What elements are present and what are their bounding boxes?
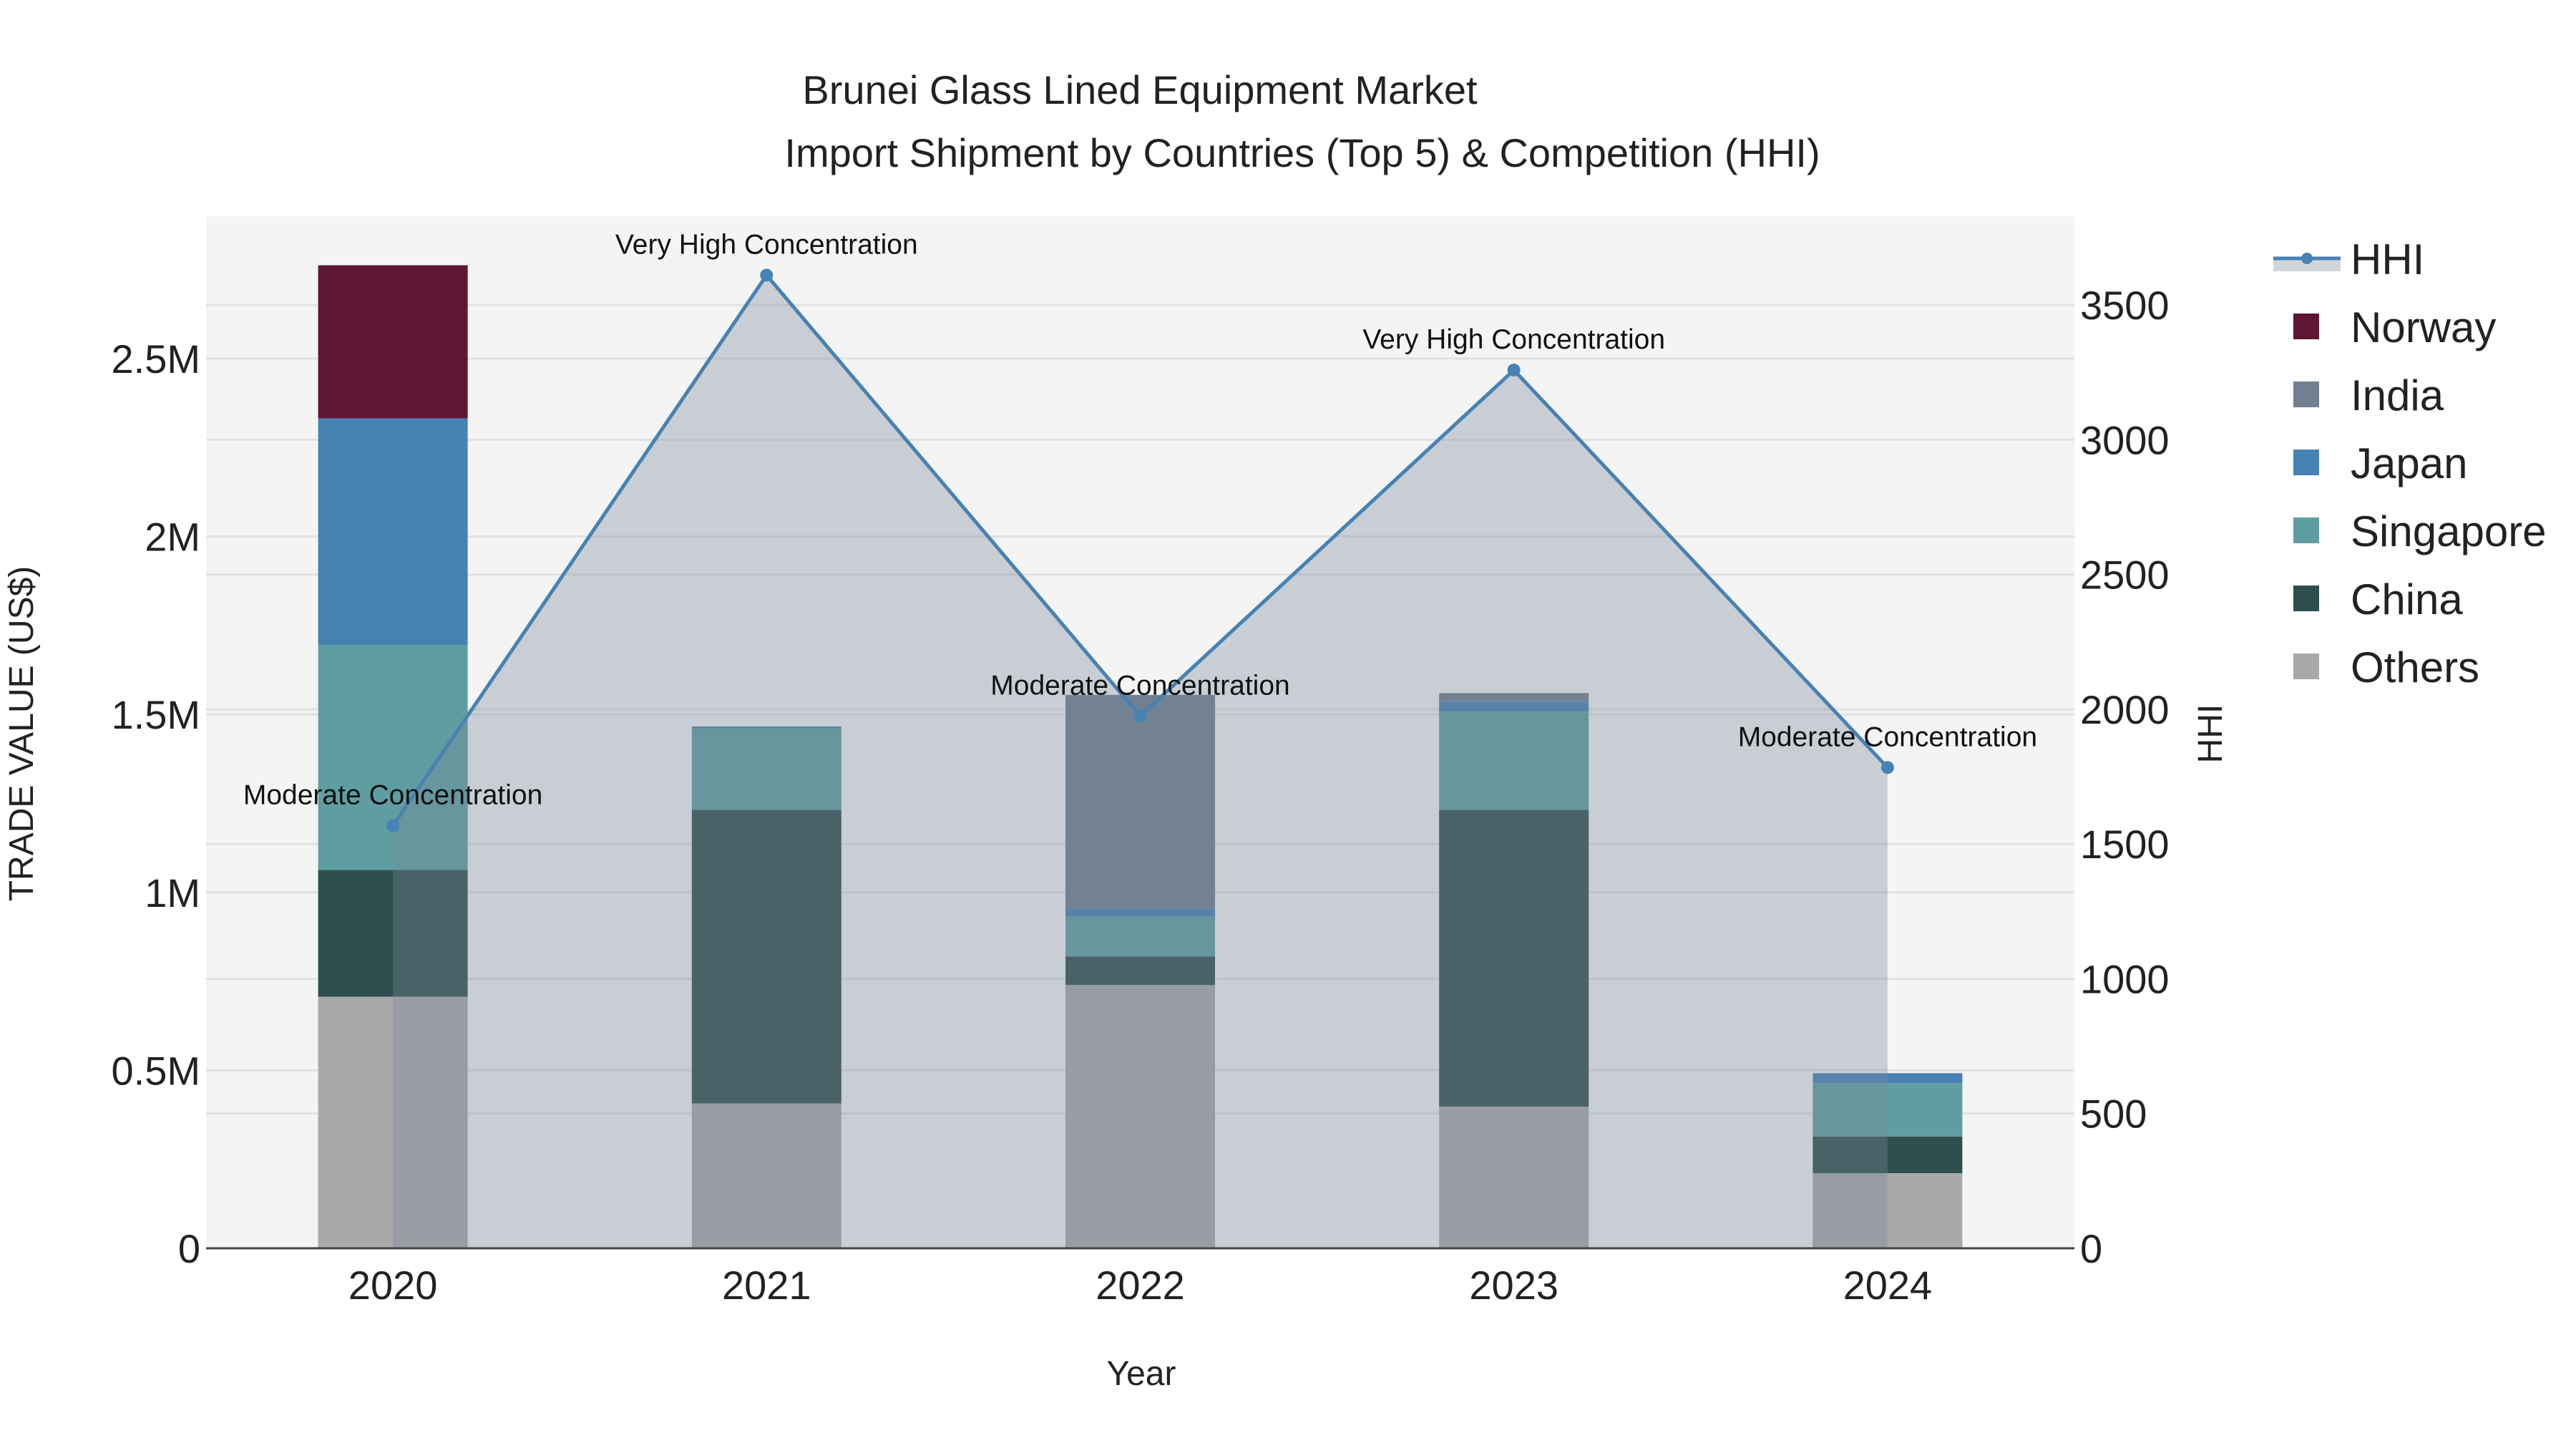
x-tick-label: 2021: [722, 1263, 811, 1308]
y2-tick-label: 3500: [2080, 283, 2170, 328]
legend: HHI Norway India Japan Singapore China Others: [2273, 235, 2547, 691]
y-tick-label: 2.5M: [112, 336, 201, 382]
x-tick-label: 2023: [1469, 1263, 1558, 1308]
legend-item-japan[interactable]: Japan: [2293, 439, 2467, 487]
legend-marker-icon: [2301, 253, 2313, 264]
legend-label: Others: [2351, 643, 2479, 691]
legend-label: India: [2351, 371, 2444, 419]
bar-china-2021: [691, 810, 841, 1104]
bar-singapore-2020: [318, 645, 468, 870]
bar-others-2022: [1065, 985, 1215, 1248]
hhi-annotation: Very High Concentration: [1362, 324, 1665, 355]
bar-singapore-2023: [1439, 711, 1589, 810]
bar-singapore-2022: [1065, 916, 1215, 957]
x-axis-label: Year: [1107, 1355, 1176, 1393]
bar-india-2022: [1065, 694, 1215, 909]
y2-tick-label: 500: [2080, 1092, 2147, 1137]
hhi-area: [393, 275, 1888, 1248]
legend-label: China: [2351, 575, 2463, 623]
y2-axis-ticks: 0 500 1000 1500 2000 2500 3000 3500: [2080, 283, 2170, 1271]
y2-tick-label: 1500: [2080, 822, 2170, 867]
y2-tick-label: 1000: [2080, 956, 2170, 1001]
bar-japan-2021: [691, 726, 841, 729]
chart-title: Brunei Glass Lined Equipment Market: [802, 67, 1478, 112]
legend-label: Japan: [2351, 439, 2467, 487]
x-tick-label: 2024: [1843, 1263, 1933, 1308]
bar-japan-2020: [318, 418, 468, 646]
y2-tick-label: 2500: [2080, 553, 2170, 598]
bar-norway-2020: [318, 265, 468, 419]
legend-item-singapore[interactable]: Singapore: [2293, 507, 2547, 555]
chart-subtitle: Import Shipment by Countries (Top 5) & C…: [784, 130, 1820, 175]
y-axis-ticks: 0 0.5M 1M 1.5M 2M 2.5M: [112, 336, 201, 1271]
bar-china-2023: [1439, 810, 1589, 1107]
bar-others-2023: [1439, 1107, 1589, 1248]
x-tick-label: 2020: [348, 1263, 438, 1308]
legend-swatch-icon: [2293, 449, 2319, 475]
bar-japan-2023: [1439, 701, 1589, 712]
bar-singapore-2024: [1813, 1083, 1963, 1137]
legend-swatch-icon: [2293, 314, 2319, 339]
legend-swatch-icon: [2293, 517, 2319, 543]
legend-label: HHI: [2351, 235, 2424, 283]
x-tick-label: 2022: [1096, 1263, 1185, 1308]
legend-item-norway[interactable]: Norway: [2293, 303, 2496, 351]
bar-china-2024: [1813, 1136, 1963, 1174]
legend-swatch-icon: [2293, 382, 2319, 407]
hhi-annotation: Moderate Concentration: [990, 670, 1289, 701]
y2-tick-label: 2000: [2080, 687, 2170, 732]
hhi-point-2020: [386, 819, 400, 832]
bar-japan-2022: [1065, 908, 1215, 917]
bar-others-2024: [1813, 1173, 1963, 1248]
hhi-series: Moderate Concentration Very High Concentr…: [243, 229, 2037, 1248]
hhi-annotation: Moderate Concentration: [1738, 721, 2037, 752]
x-axis-ticks: 2020 2021 2022 2023 2024: [348, 1263, 1932, 1308]
legend-item-china[interactable]: China: [2293, 575, 2463, 623]
hhi-point-2022: [1133, 709, 1147, 723]
y-tick-label: 1M: [145, 870, 200, 915]
legend-swatch-icon: [2293, 585, 2319, 611]
legend-label: Singapore: [2351, 507, 2547, 555]
y-axis-label: TRADE VALUE (US$): [3, 566, 41, 902]
y-tick-label: 2M: [145, 515, 200, 560]
bar-china-2022: [1065, 956, 1215, 986]
hhi-point-2023: [1507, 363, 1521, 376]
legend-item-others[interactable]: Others: [2293, 643, 2479, 691]
bar-singapore-2021: [691, 728, 841, 810]
bar-india-2023: [1439, 693, 1589, 702]
hhi-annotation: Moderate Concentration: [243, 780, 542, 811]
bar-others-2021: [691, 1103, 841, 1248]
legend-label: Norway: [2351, 303, 2496, 351]
hhi-point-2021: [760, 268, 774, 282]
hhi-annotation: Very High Concentration: [615, 229, 918, 260]
legend-item-hhi[interactable]: HHI: [2273, 235, 2424, 283]
y2-tick-label: 3000: [2080, 417, 2170, 462]
bar-others-2020: [318, 996, 468, 1248]
y2-tick-label: 0: [2080, 1226, 2102, 1271]
y2-axis-label: HHI: [2192, 704, 2230, 764]
legend-area-icon: [2273, 258, 2341, 271]
y-tick-label: 0.5M: [112, 1048, 201, 1093]
bar-china-2020: [318, 870, 468, 997]
bars: [318, 265, 1963, 1248]
legend-item-india[interactable]: India: [2293, 371, 2444, 419]
y-tick-label: 1.5M: [112, 692, 201, 737]
bar-japan-2024: [1813, 1073, 1963, 1084]
y-tick-label: 0: [178, 1226, 200, 1271]
hhi-point-2024: [1880, 761, 1894, 774]
legend-swatch-icon: [2293, 653, 2319, 679]
